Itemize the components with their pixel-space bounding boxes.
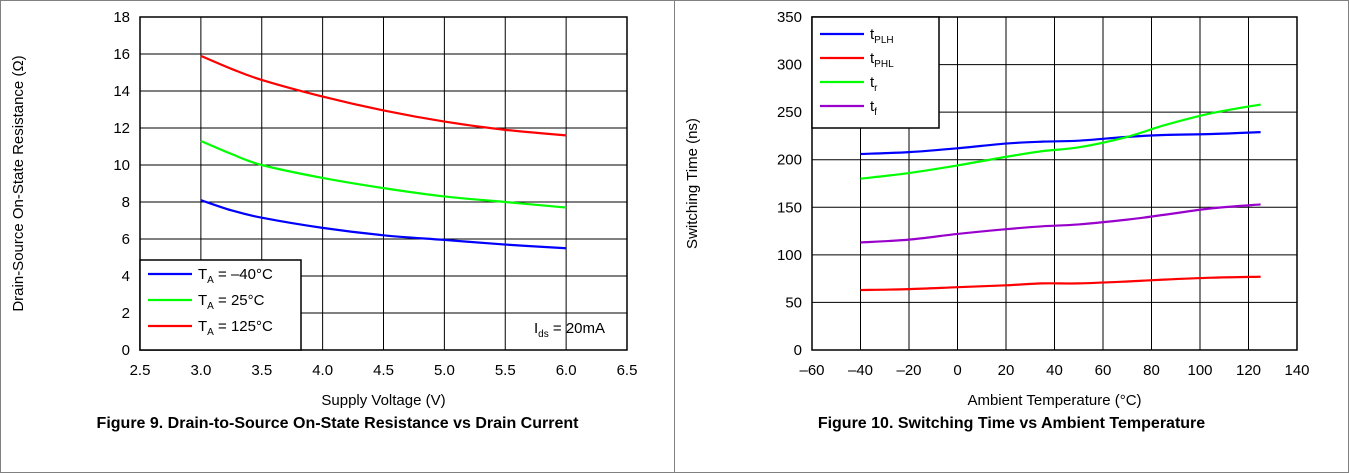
figure-9-ytick-label: 2 [122, 305, 130, 322]
figure-9-xtick-label: 6.5 [617, 362, 638, 379]
figure-10-series-line-3 [860, 203, 1261, 244]
figure-9-series-line-2 [200, 54, 567, 137]
figure-9-legend-label-1-rest: = 25°C [214, 292, 265, 309]
figure-10-plot-frame [811, 16, 1298, 351]
figure-9-legend-label-1: TA = 25°C [198, 292, 265, 312]
figure-10-ytick-label: 100 [777, 247, 802, 264]
figure-9-xtick-label: 5.0 [434, 362, 455, 379]
figure-10-legend-label-3: tf [870, 98, 877, 118]
figure-10-legend-label-0-sub: PLH [874, 35, 893, 46]
figure-10-series-line-1 [860, 275, 1261, 292]
figure-9-chart: 2.5 3.0 3.5 4.0 4.5 5.0 5.5 6.0 6.5 0 2 4 6 8 10 12 14 16… [10, 9, 638, 409]
figure-10-xtick-label: 60 [1095, 362, 1112, 379]
figure-10-panel: –60 –40 –20 0 20 40 60 80 100 120 140 0 50 100 150 200 2… [674, 0, 1349, 473]
figure-10-chart: –60 –40 –20 0 20 40 60 80 100 120 140 0 50 100 150 200 2… [684, 9, 1310, 409]
figure-10-ytick-label: 0 [794, 342, 802, 359]
figure-10-legend-label-0: tPLH [870, 26, 894, 46]
figure-9-ytick-label: 10 [113, 157, 130, 174]
figure-10-ytick-label: 350 [777, 9, 802, 26]
figure-10-xtick-label: 100 [1187, 362, 1212, 379]
figure-10-xtick-label: 0 [953, 362, 961, 379]
figure-10-xtick-label: –20 [896, 362, 921, 379]
figure-10-legend-label-1: tPHL [870, 50, 894, 70]
figure-10-y-axis-label: Switching Time (ns) [684, 118, 701, 249]
figure-10-x-axis-label: Ambient Temperature (°C) [967, 392, 1141, 409]
figure-10-legend-label-1-main: t [870, 50, 875, 67]
figure-9-ytick-label: 14 [113, 83, 130, 100]
figure-10-series-line-2 [860, 103, 1261, 180]
figure-9-annotation-main: I [534, 320, 538, 337]
figure-10-legend-label-1-sub: PHL [874, 59, 894, 70]
figure-9-ytick-label: 16 [113, 46, 130, 63]
figure-10-ytick-label: 250 [777, 104, 802, 121]
figure-9-ytick-label: 8 [122, 194, 130, 211]
figure-10-legend-label-2: tr [870, 74, 878, 94]
figure-10-ytick-label: 200 [777, 152, 802, 169]
figure-9-legend-label-0-main: T [198, 266, 207, 283]
figure-9-ytick-label: 18 [113, 9, 130, 26]
figure-9-legend: TA = –40°CTA = 25°CTA = 125°C [139, 259, 302, 351]
figure-9-legend-label-2-main: T [198, 318, 207, 335]
figure-10-ytick-label: 50 [785, 294, 802, 311]
figure-9-panel: 2.5 3.0 3.5 4.0 4.5 5.0 5.5 6.0 6.5 0 2 4 6 8 10 12 14 16… [0, 0, 675, 473]
figure-9-legend-label-0-sub: A [207, 275, 214, 286]
figure-10-xtick-label: 120 [1236, 362, 1261, 379]
figure-9-ytick-label: 4 [122, 268, 130, 285]
figure-9-legend-label-2-sub: A [207, 327, 214, 338]
figure-9-legend-label-1-sub: A [207, 301, 214, 312]
figure-9-legend-label-2: TA = 125°C [198, 318, 273, 338]
figure-10-xtick-label: 140 [1284, 362, 1309, 379]
figure-10-xtick-label: –40 [848, 362, 873, 379]
figure-9-series-group [200, 54, 567, 250]
figure-9-series-line-1 [200, 139, 567, 209]
figure-10-series-line-0 [860, 131, 1261, 156]
figure-9-caption: Figure 9. Drain-to-Source On-State Resis… [96, 415, 579, 432]
figure-9-xtick-label: 4.5 [373, 362, 394, 379]
figure-9-legend-label-1-main: T [198, 292, 207, 309]
figure-9-xtick-label: 2.5 [130, 362, 151, 379]
figure-9-xtick-label: 4.0 [312, 362, 333, 379]
figure-9-series-line-0 [200, 199, 567, 250]
figure-10-legend-label-3-sub: f [874, 107, 877, 118]
figure-9-y-axis-label: Drain-Source On-State Resistance (Ω) [10, 55, 27, 311]
figure-10-legend-label-3-main: t [870, 98, 875, 115]
figure-10-caption: Figure 10. Switching Time vs Ambient Tem… [817, 415, 1206, 432]
figure-10-ytick-label: 150 [777, 199, 802, 216]
figure-9-xtick-label: 6.0 [556, 362, 577, 379]
figure-9-x-axis-label: Supply Voltage (V) [321, 392, 445, 409]
figure-10-series-group [860, 103, 1261, 292]
figure-9-ytick-label: 12 [113, 120, 130, 137]
figure-10-xtick-label: 20 [998, 362, 1015, 379]
figure-10-ytick-label: 300 [777, 57, 802, 74]
figure-9-xtick-label: 3.0 [190, 362, 211, 379]
figure-9-legend-label-2-rest: = 125°C [214, 318, 273, 335]
figure-10-xtick-label: –60 [799, 362, 824, 379]
figure-9-annotation-sub: ds [538, 329, 549, 340]
figure-10-legend-label-2-sub: r [874, 83, 878, 94]
figure-9-legend-label-0-rest: = –40°C [214, 266, 273, 283]
figure-10-legend-label-2-main: t [870, 74, 875, 91]
figure-9-ytick-label: 0 [122, 342, 130, 359]
figure-9-legend-label-0: TA = –40°C [198, 266, 273, 286]
figure-10-legend-box [811, 16, 940, 129]
figure-10-xtick-label: 40 [1046, 362, 1063, 379]
figure-9-annotation-rest: = 20mA [549, 320, 605, 337]
figure-10-legend-label-0-main: t [870, 26, 875, 43]
figure-9-xtick-label: 5.5 [495, 362, 516, 379]
figure-10-xtick-label: 80 [1143, 362, 1160, 379]
figure-9-annotation: Ids = 20mA [534, 320, 605, 340]
figure-9-xtick-label: 3.5 [251, 362, 272, 379]
figure-9-ytick-label: 6 [122, 231, 130, 248]
figure-9-plot-frame [139, 16, 628, 351]
